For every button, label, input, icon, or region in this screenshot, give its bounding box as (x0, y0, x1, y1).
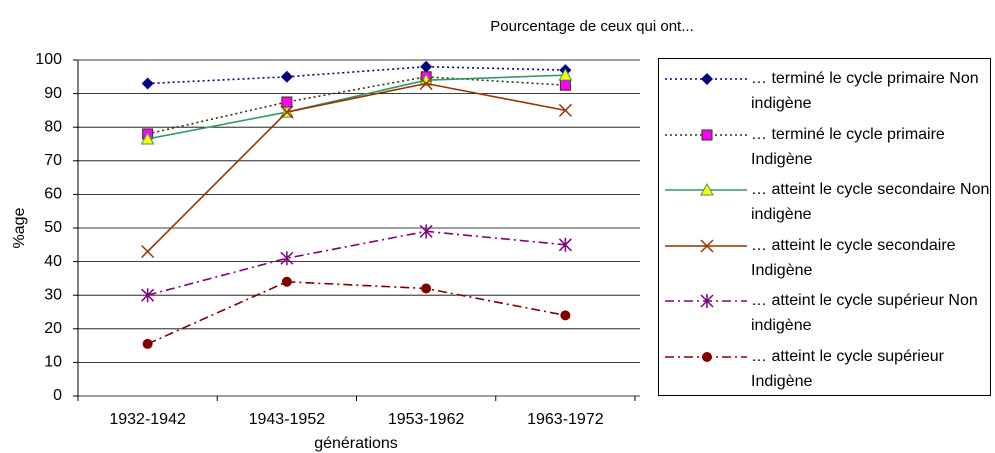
marker (142, 338, 153, 349)
marker (280, 251, 294, 266)
legend-label: … atteint le cycle secondaire Non indigè… (751, 181, 990, 223)
marker (701, 73, 713, 85)
y-tick-label: 70 (44, 152, 62, 169)
marker (558, 68, 573, 81)
marker (141, 77, 154, 90)
marker (701, 129, 713, 140)
marker-shape (140, 131, 155, 145)
marker (280, 70, 293, 83)
marker-shape (419, 76, 433, 91)
marker-shape (700, 238, 714, 253)
marker-shape (559, 79, 571, 91)
marker-shape (700, 182, 714, 196)
marker (702, 351, 712, 362)
y-tick-label: 30 (44, 286, 62, 303)
marker (140, 131, 155, 145)
legend-swatch (665, 182, 747, 196)
y-tick-label: 50 (44, 219, 62, 236)
marker-shape (700, 294, 714, 308)
legend-entry: … atteint le cycle supérieur Indigène (659, 341, 992, 393)
marker-shape (421, 283, 432, 294)
marker (558, 103, 572, 117)
marker (558, 237, 572, 252)
marker (700, 238, 714, 253)
legend-swatch (665, 294, 747, 308)
marker-shape (558, 103, 572, 117)
y-tick-label: 20 (44, 320, 62, 337)
y-tick-label: 0 (53, 387, 62, 404)
marker-shape (280, 70, 293, 83)
series-line (147, 230, 566, 296)
marker-shape (142, 338, 153, 349)
series-line (147, 280, 566, 345)
y-tick-label: 80 (44, 118, 62, 135)
legend-label: … atteint le cycle supérieur Indigène (751, 347, 944, 390)
marker (421, 283, 432, 294)
series-line (147, 74, 566, 140)
y-tick-label: 90 (44, 85, 62, 102)
marker-shape (560, 310, 571, 321)
legend-label: … atteint le cycle secondaire Indigène (751, 236, 956, 279)
legend-swatch (665, 129, 747, 140)
legend-entry: … terminé le cycle primaire Indigène (659, 119, 992, 171)
y-tick-label: 60 (44, 186, 62, 203)
marker (560, 310, 571, 321)
marker-shape (420, 60, 433, 73)
x-tick-label: 1963-1972 (527, 411, 604, 428)
y-tick-label: 40 (44, 253, 62, 270)
legend: … terminé le cycle primaire Non indigène… (658, 58, 991, 396)
legend-label: … terminé le cycle primaire Indigène (751, 125, 945, 168)
marker-shape (280, 251, 294, 266)
legend-label: … terminé le cycle primaire Non indigène (751, 70, 979, 112)
marker-shape (141, 244, 155, 259)
legend-label: … atteint le cycle supérieur Non indigèn… (751, 292, 978, 334)
marker-shape (702, 351, 712, 362)
marker-shape (701, 129, 713, 140)
y-tick-label: 10 (44, 354, 62, 371)
legend-swatch (665, 73, 747, 85)
legend-entry: … atteint le cycle supérieur Non indigèn… (659, 285, 992, 337)
marker (419, 76, 433, 91)
marker (559, 79, 571, 91)
x-tick-label: 1953-1962 (388, 411, 465, 428)
x-tick-label: 1932-1942 (109, 411, 186, 428)
marker-shape (701, 73, 713, 85)
marker (280, 105, 294, 119)
legend-entry: … terminé le cycle primaire Non indigène (659, 63, 992, 115)
chart-title: Pourcentage de ceux qui ont... (490, 18, 693, 35)
marker-shape (419, 224, 433, 239)
marker-shape (281, 276, 292, 287)
marker-shape (141, 288, 155, 303)
marker-shape (141, 77, 154, 90)
marker (700, 182, 714, 196)
series-line (147, 75, 566, 135)
marker-shape (280, 105, 294, 119)
marker (700, 294, 714, 308)
marker-shape (558, 68, 573, 81)
x-axis-label: générations (314, 435, 398, 452)
legend-entry: … atteint le cycle secondaire Indigène (659, 230, 992, 282)
x-tick-label: 1943-1952 (249, 411, 326, 428)
series-line (147, 82, 566, 253)
marker (141, 244, 155, 259)
marker (141, 288, 155, 303)
y-axis-label: %age (11, 207, 28, 248)
marker-shape (558, 237, 572, 252)
legend-swatch (665, 238, 747, 253)
marker (420, 60, 433, 73)
legend-entry: … atteint le cycle secondaire Non indigè… (659, 174, 992, 226)
marker (281, 276, 292, 287)
legend-swatch (665, 351, 747, 362)
y-tick-label: 100 (35, 51, 62, 68)
marker (419, 224, 433, 239)
